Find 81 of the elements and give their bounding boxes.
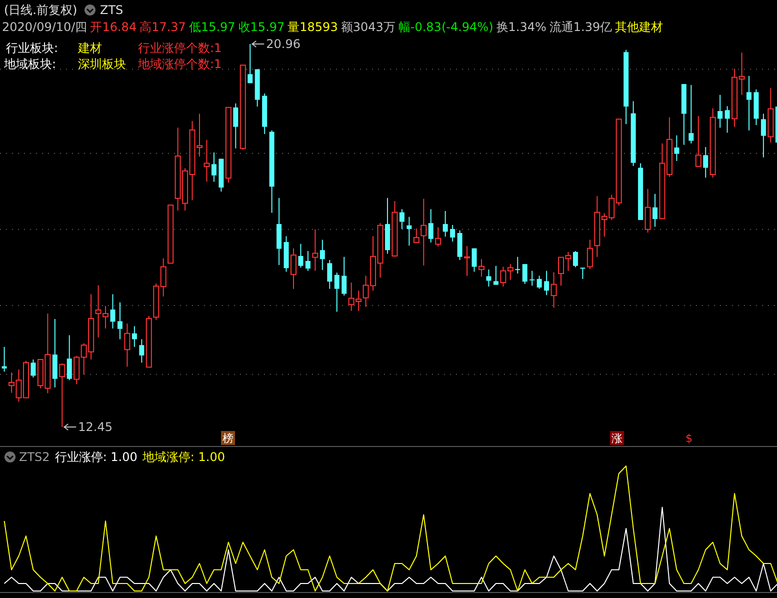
- candlestick: [478, 258, 484, 278]
- text: $: [686, 432, 692, 445]
- candlestick: [718, 94, 723, 128]
- candlestick: [420, 198, 427, 266]
- candlestick: [644, 188, 651, 234]
- chart-title: (日线.前复权): [4, 3, 78, 17]
- text: 换1.34%: [496, 20, 546, 34]
- candlestick: [204, 139, 210, 182]
- annotation: 12.45: [78, 420, 112, 434]
- annotation: 行业板块:: [6, 41, 58, 55]
- annotation: 行业涨停个数:1: [138, 41, 222, 55]
- candlestick: [652, 193, 658, 228]
- candlestick: [132, 326, 137, 348]
- candlestick: [327, 260, 332, 290]
- text: 其他建材: [615, 20, 664, 34]
- candlestick: [472, 248, 477, 272]
- candlestick: [428, 208, 434, 243]
- candlestick: [515, 256, 520, 274]
- candlestick: [211, 152, 216, 182]
- candlestick: [760, 113, 766, 158]
- candlestick: [298, 243, 304, 268]
- candlestick: [139, 338, 144, 364]
- chart-subtitle: ZTS: [100, 3, 124, 17]
- candlestick: [233, 102, 238, 149]
- candlestick: [536, 275, 542, 290]
- candlestick: [435, 226, 442, 248]
- candlestick: [59, 363, 66, 428]
- candlestick: [486, 268, 492, 288]
- candlestick: [30, 358, 36, 378]
- annotation: 20.96: [266, 37, 300, 51]
- candlestick: [124, 322, 130, 368]
- text: 榜: [222, 432, 234, 445]
- text: 额3043万: [340, 20, 396, 34]
- text: 行业涨停: 1.00: [54, 450, 138, 464]
- text: 低15.97: [188, 20, 236, 34]
- candlestick: [580, 267, 586, 280]
- text: 开16.84: [90, 20, 137, 34]
- annotation: 地域板块:: [3, 57, 56, 71]
- candlestick: [703, 146, 708, 178]
- candlestick: [110, 294, 116, 329]
- candlestick: [66, 334, 72, 381]
- candlestick: [117, 302, 122, 340]
- annotation: 建材: [77, 41, 102, 55]
- candlestick: [586, 239, 593, 270]
- candlestick: [695, 116, 702, 167]
- candlestick: [544, 270, 550, 296]
- candlestick: [334, 272, 340, 312]
- candlestick: [493, 265, 498, 286]
- candlestick: [248, 44, 253, 84]
- candlestick: [2, 346, 7, 372]
- candlestick: [530, 270, 535, 286]
- annotation: 地域涨停个数:1: [137, 57, 222, 71]
- candlestick: [290, 248, 296, 290]
- text: 幅-0.83(-4.94%): [398, 20, 494, 34]
- candlestick: [724, 106, 730, 134]
- text: 涨: [612, 432, 622, 445]
- candlestick: [442, 210, 448, 238]
- candlestick: [406, 216, 412, 246]
- chart-title: ZTS2: [19, 450, 50, 464]
- candlestick: [550, 272, 557, 308]
- text: 流通1.39亿: [549, 20, 612, 34]
- text: 2020/09/10/四: [2, 20, 88, 34]
- annotation: 深圳板块: [78, 57, 126, 71]
- candlestick: [305, 250, 310, 272]
- candlestick: [413, 228, 420, 243]
- candlestick: [464, 246, 470, 276]
- candlestick: [746, 75, 752, 131]
- text: 量18593: [288, 20, 338, 34]
- candlestick: [312, 228, 318, 272]
- candlestick: [674, 134, 680, 162]
- candlestick: [450, 224, 456, 242]
- candlestick: [572, 250, 578, 268]
- candlestick: [522, 264, 528, 284]
- candlestick: [688, 84, 694, 144]
- text: 地域涨停: 1.00: [141, 450, 225, 464]
- candlestick: [342, 256, 347, 296]
- text: 高17.37: [140, 20, 186, 34]
- candlestick: [399, 208, 404, 230]
- candlestick: [457, 230, 462, 261]
- candlestick: [320, 239, 325, 270]
- text: 收15.97: [238, 20, 285, 34]
